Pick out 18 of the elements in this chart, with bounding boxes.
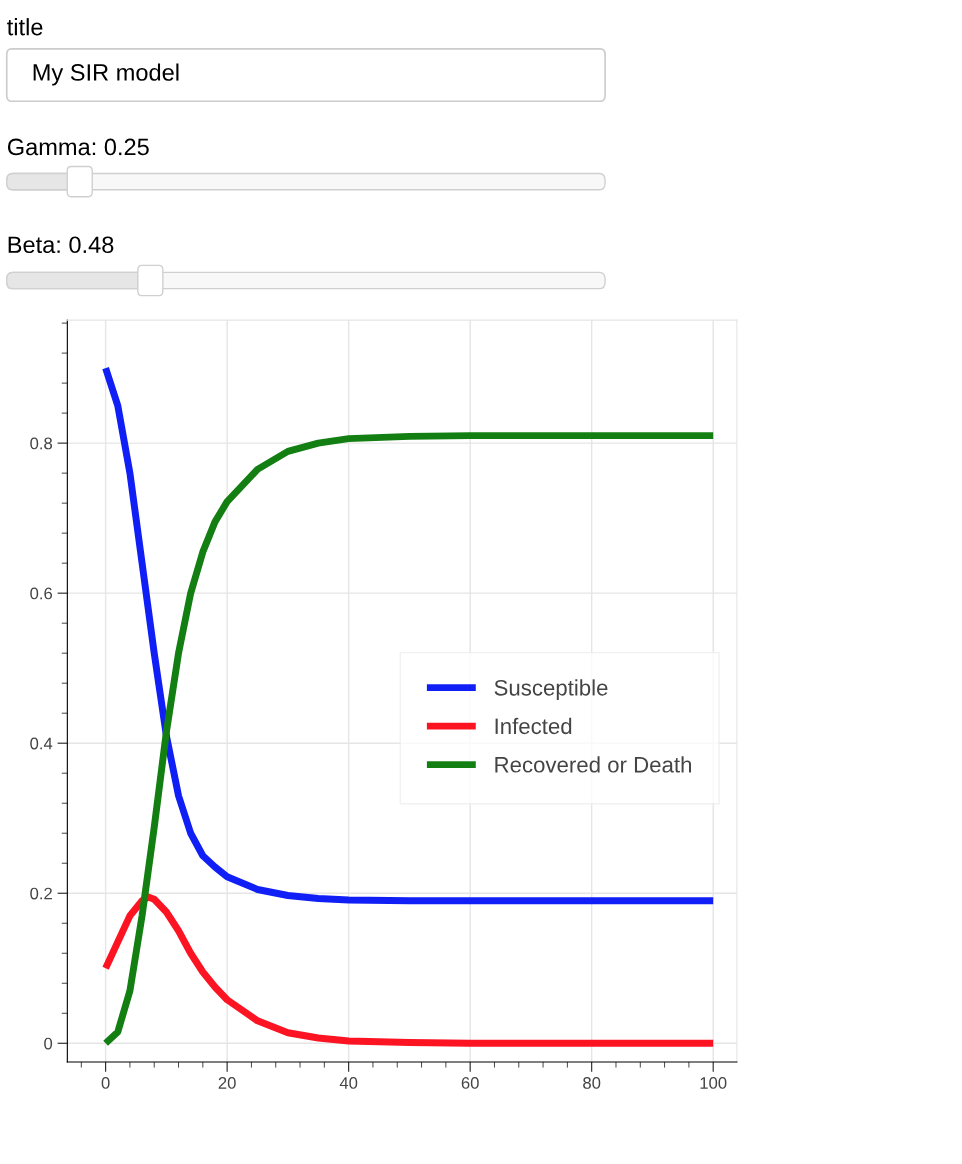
text: Beta: 0.48 bbox=[8, 236, 114, 254]
legend-label: Susceptible bbox=[494, 679, 608, 701]
x-tick-label: 20 bbox=[218, 1077, 236, 1089]
y-tick-label: 0.2 bbox=[30, 887, 52, 900]
x-tick-label: 60 bbox=[461, 1077, 479, 1089]
text: Gamma: 0.25 bbox=[7, 138, 149, 156]
x-tick-label: 100 bbox=[700, 1077, 727, 1089]
y-tick-label: 0 bbox=[44, 1037, 53, 1050]
x-tick-label: 80 bbox=[583, 1077, 601, 1089]
y-tick-label: 0.4 bbox=[30, 737, 53, 750]
text: My SIR model bbox=[33, 63, 179, 86]
x-tick-label: 40 bbox=[339, 1077, 358, 1089]
x-tick-label: 0 bbox=[101, 1077, 110, 1089]
text: title bbox=[7, 18, 43, 36]
legend-label: Infected bbox=[495, 717, 572, 735]
y-tick-label: 0.6 bbox=[30, 587, 53, 600]
y-tick-label: 0.8 bbox=[30, 437, 53, 450]
legend-label: Recovered or Death bbox=[495, 756, 691, 773]
